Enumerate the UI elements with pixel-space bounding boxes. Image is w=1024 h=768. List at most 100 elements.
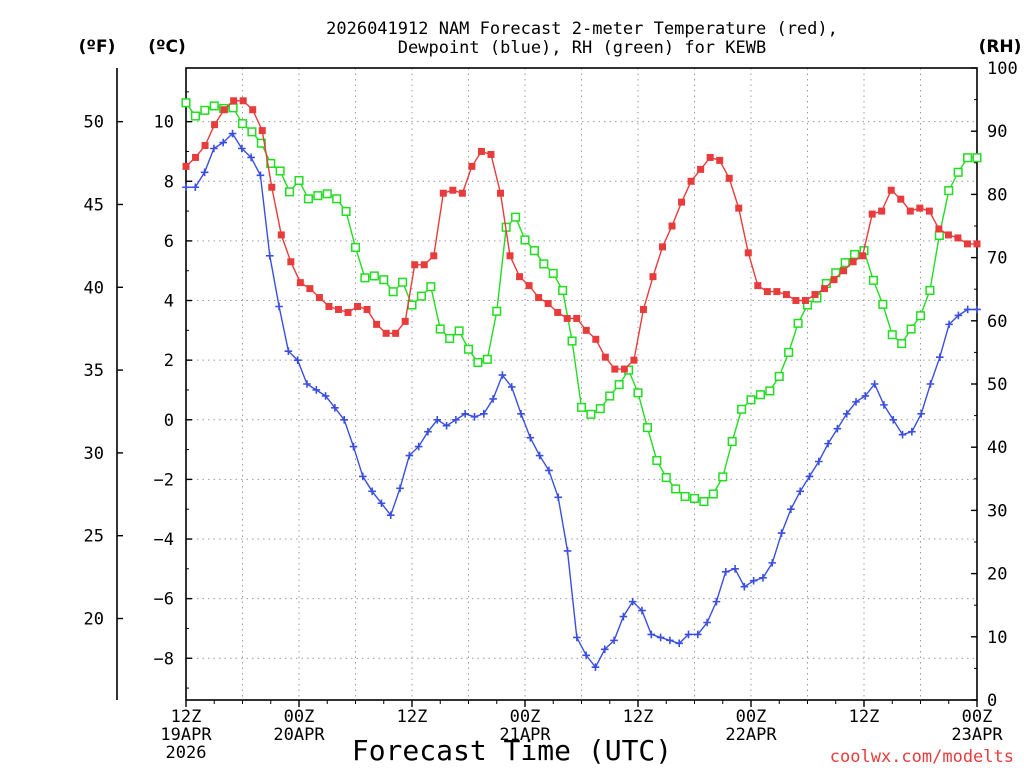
time-tick-label: 22APR (725, 725, 777, 745)
temperature-point (630, 356, 638, 364)
rh-point (774, 371, 784, 381)
rh-point (520, 235, 530, 245)
dewpoint-point (303, 380, 311, 388)
temperature-point (373, 320, 381, 328)
rh-point (275, 166, 285, 176)
dewpoint-point (396, 484, 404, 493)
temperature-point (468, 162, 476, 170)
rh-point (689, 493, 700, 503)
temperature-point (344, 308, 352, 316)
temperature-point (620, 365, 628, 373)
rh-axis-label: (RH) (979, 37, 1022, 57)
rh-point (237, 119, 248, 129)
temperature-point (401, 317, 409, 325)
dewpoint-point (238, 144, 246, 153)
grid-layer (186, 68, 977, 700)
temperature-point (592, 335, 600, 343)
temperature-point (411, 261, 419, 269)
time-tick-label: 12Z (397, 707, 428, 727)
temperature-point (763, 288, 771, 296)
celsius-axis-label: (ºC) (148, 37, 186, 57)
dewpoint-point (405, 451, 414, 460)
temperature-point (525, 282, 533, 290)
temperature-point (687, 177, 695, 185)
temperature-point (659, 243, 667, 251)
rh-point (897, 339, 907, 349)
rh-point (784, 347, 794, 357)
rh-point (416, 291, 426, 301)
rh-tick-label: 20 (987, 565, 1007, 585)
temperature-point (496, 189, 504, 197)
dewpoint-point (191, 183, 200, 192)
dewpoint-point (619, 612, 628, 621)
series-rh (181, 98, 982, 507)
rh-point (746, 395, 756, 405)
temperature-point (878, 207, 886, 215)
rh-point (887, 330, 897, 340)
rh-point (388, 287, 398, 297)
dewpoint-point (442, 421, 451, 430)
dewpoint-point (889, 415, 898, 424)
temperature-point (601, 353, 609, 361)
time-tick-label: 12Z (623, 707, 654, 727)
dewpoint-point (768, 559, 777, 567)
temperature-point (458, 189, 466, 197)
rh-tick-label: 40 (987, 438, 1007, 458)
dewpoint-point (712, 597, 721, 606)
celsius-tick-label: −4 (154, 530, 174, 550)
time-tick-label: 00Z (962, 707, 993, 727)
rh-point (360, 273, 370, 283)
temperature-point (801, 297, 809, 305)
temperature-point (363, 305, 371, 313)
dewpoint-point (461, 410, 469, 418)
temperature-point (811, 291, 819, 299)
temperature-point (201, 142, 209, 150)
rh-point (576, 402, 587, 412)
rh-tick-label: 70 (987, 249, 1007, 269)
time-tick-label: 12Z (849, 707, 880, 727)
temperature-point (906, 207, 914, 215)
fahrenheit-tick-label: 50 (84, 113, 104, 133)
time-tick-label: 12Z (171, 707, 202, 727)
rh-point (247, 127, 257, 137)
time-tick-label: 00Z (284, 707, 315, 727)
temperature-point (678, 198, 686, 206)
rh-point (426, 282, 436, 292)
rh-point (548, 268, 558, 278)
rh-point (529, 246, 539, 256)
rh-point (369, 271, 379, 281)
temperature-point (420, 261, 428, 269)
rh-point (718, 472, 728, 482)
rh-point (699, 497, 709, 507)
dewpoint-point (210, 144, 218, 153)
celsius-tick-label: 8 (164, 172, 174, 192)
dewpoint-point (638, 606, 646, 615)
dewpoint-point (777, 529, 786, 537)
rh-point (190, 111, 200, 121)
dewpoint-point (749, 576, 758, 585)
dewpoint-point (535, 451, 544, 460)
dewpoint-point (908, 427, 916, 436)
dewpoint-point (200, 168, 209, 177)
dewpoint-point (973, 305, 981, 314)
dewpoint-point (824, 439, 832, 448)
fahrenheit-tick-label: 30 (84, 444, 104, 464)
rh-point (614, 380, 624, 390)
rh-point (765, 386, 775, 396)
dewpoint-point (479, 410, 488, 418)
dewpoint-point (507, 383, 516, 391)
dewpoint-point (275, 302, 283, 311)
temperature-point (268, 183, 276, 191)
dewpoint-point (675, 639, 684, 648)
celsius-tick-label: 0 (164, 411, 174, 431)
series-temperature (182, 97, 981, 373)
chart-title-line1: 2026041912 NAM Forecast 2-meter Temperat… (326, 19, 838, 39)
rh-point (407, 300, 417, 310)
celsius-tick-label: 4 (164, 292, 174, 312)
celsius-tick-label: −6 (154, 590, 174, 610)
rh-point (181, 98, 191, 108)
temperature-point (382, 329, 390, 337)
temperature-point (277, 231, 285, 239)
rh-point (972, 153, 982, 163)
temperature-point (573, 314, 581, 322)
